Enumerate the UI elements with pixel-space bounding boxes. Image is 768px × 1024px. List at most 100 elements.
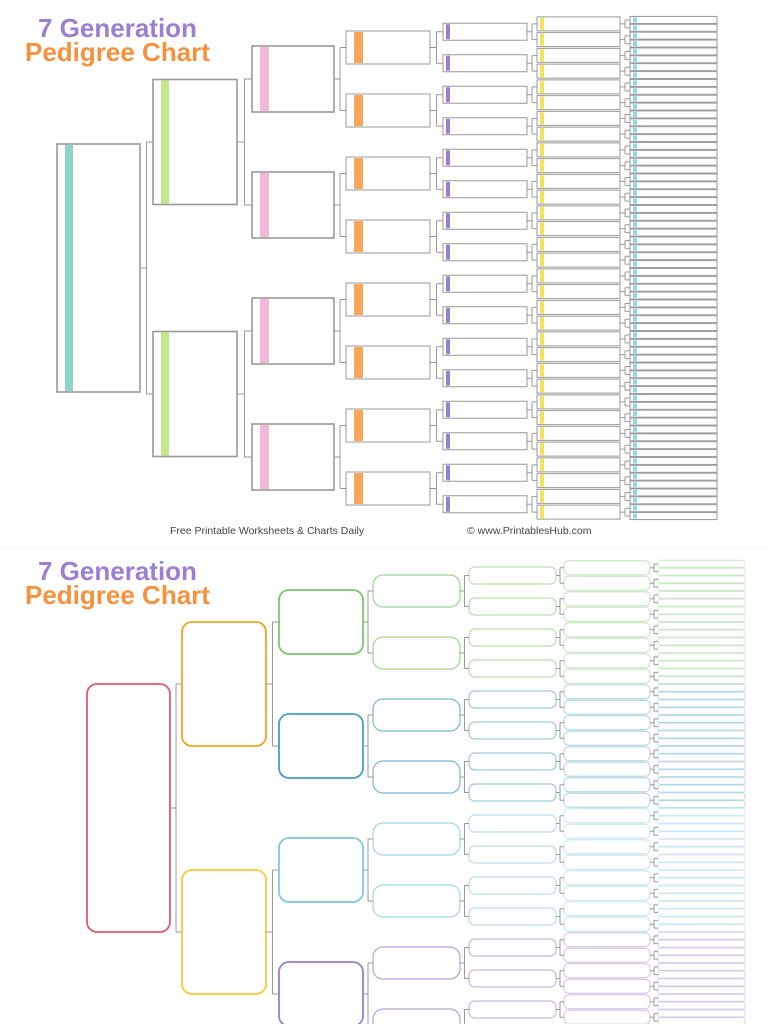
connector (556, 877, 564, 894)
person-box (629, 307, 718, 316)
person-box (468, 845, 557, 864)
person-box (629, 283, 718, 292)
connector (556, 846, 564, 863)
box-stripe (633, 513, 637, 519)
person-box (657, 629, 746, 638)
box-stripe (633, 497, 637, 503)
person-box (629, 275, 718, 284)
person-box (657, 939, 746, 948)
person-box (629, 267, 718, 276)
box-stripe (633, 324, 637, 330)
person-box (657, 769, 746, 778)
person-box (563, 699, 651, 715)
connector (620, 239, 630, 249)
person-box (657, 559, 746, 568)
person-box (657, 730, 746, 739)
connector (430, 94, 443, 127)
person-box (563, 684, 651, 700)
person-box (536, 331, 621, 347)
box-stripe (540, 301, 544, 314)
box-stripe (633, 214, 637, 220)
person-box (629, 315, 718, 324)
connector (556, 753, 564, 770)
box-stripe (633, 159, 637, 165)
person-box (657, 869, 746, 878)
box-stripe (446, 465, 450, 481)
box-stripe (354, 347, 363, 378)
person-box (442, 180, 528, 199)
person-box (657, 970, 746, 979)
person-box (629, 141, 718, 150)
box-stripe (633, 387, 637, 393)
connector (650, 609, 658, 619)
box-stripe (633, 458, 637, 464)
person-box (442, 306, 528, 325)
box-stripe (633, 426, 637, 432)
connector (650, 795, 658, 805)
person-box (278, 713, 364, 779)
person-box (629, 401, 718, 410)
person-box (372, 946, 461, 980)
box-stripe (540, 49, 544, 62)
connector (620, 444, 630, 454)
person-box (442, 54, 528, 73)
box-stripe (633, 371, 637, 377)
connector (556, 939, 564, 956)
connector (620, 365, 630, 375)
box-stripe (633, 127, 637, 133)
person-box (563, 839, 651, 855)
person-box (657, 955, 746, 964)
connector (527, 401, 537, 419)
footer-left: Free Printable Worksheets & Charts Daily (170, 525, 365, 537)
box-stripe (633, 230, 637, 236)
box-stripe (540, 96, 544, 109)
box-stripe (540, 206, 544, 219)
person-box (657, 722, 746, 731)
person-box (372, 1008, 461, 1024)
box-stripe (354, 284, 363, 315)
person-box (468, 814, 557, 833)
person-box (629, 102, 718, 111)
box-stripe (540, 269, 544, 282)
box-stripe (540, 490, 544, 503)
connector (460, 761, 469, 793)
person-box (468, 938, 557, 957)
person-box (629, 118, 718, 127)
connector (527, 432, 537, 450)
box-stripe (633, 182, 637, 188)
connector (363, 962, 373, 1024)
person-box (657, 831, 746, 840)
person-box (629, 39, 718, 48)
person-box (278, 589, 364, 655)
connector (650, 687, 658, 697)
person-box (536, 205, 621, 221)
connector (620, 129, 630, 139)
title-line2: Pedigree Chart (25, 580, 210, 610)
footer-right: © www.PrintablesHub.com (467, 525, 592, 537)
person-box (536, 362, 621, 378)
box-stripe (633, 442, 637, 448)
box-stripe (633, 332, 637, 338)
person-box (468, 659, 557, 678)
connector (650, 625, 658, 635)
box-stripe (446, 433, 450, 449)
person-box (563, 808, 651, 824)
person-box (442, 337, 528, 356)
box-stripe (540, 317, 544, 330)
box-stripe (354, 95, 363, 126)
person-box (442, 148, 528, 167)
box-stripe (446, 402, 450, 418)
person-box (629, 94, 718, 103)
person-box (536, 16, 621, 32)
box-stripe (633, 285, 637, 291)
box-stripe (633, 206, 637, 212)
connector (620, 161, 630, 171)
connector (650, 842, 658, 852)
person-box (372, 636, 461, 670)
person-box (629, 173, 718, 182)
person-box (442, 22, 528, 41)
person-box (629, 110, 718, 119)
box-stripe (540, 238, 544, 251)
box-stripe (446, 496, 450, 512)
connector (460, 947, 469, 979)
